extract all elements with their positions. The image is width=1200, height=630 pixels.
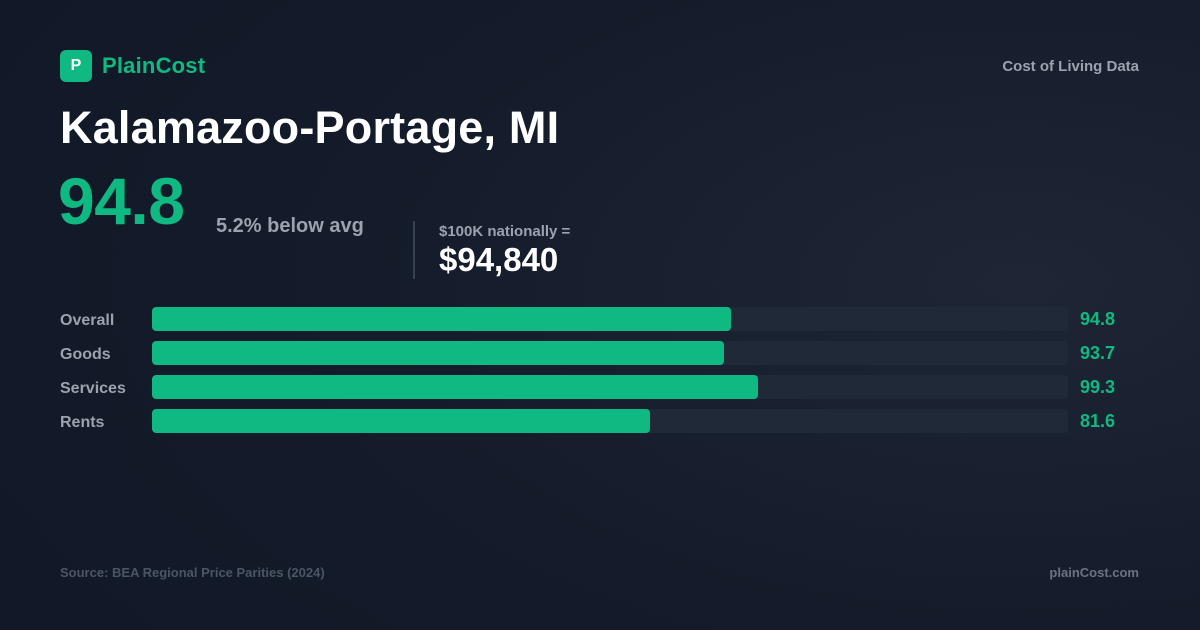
site-url: plainCost.com [1049,565,1139,580]
bar-track [152,409,1068,433]
bar-label: Rents [60,414,105,431]
bar-row: Overall 94.8 [60,307,1140,341]
equivalent-value: $94,840 [439,241,559,278]
bar-track [152,307,1068,331]
page-title: Kalamazoo-Portage, MI [60,102,560,153]
equivalent-label: $100K nationally = [439,223,571,240]
bar-row: Rents 81.6 [60,409,1140,443]
logo-mark: P [60,50,92,82]
source-note: Source: BEA Regional Price Parities (202… [60,565,325,580]
bar-row: Services 99.3 [60,375,1140,409]
bar [152,341,725,365]
bar-chart: Overall 94.8 Goods 93.7 Services 99.3 Rents 81.… [60,307,1140,443]
bar-label: Services [60,380,126,397]
bar-row: Goods 93.7 [60,341,1140,375]
bar [152,375,759,399]
bar-value-label: 94.8 [1080,309,1116,329]
bar-track [152,341,1068,365]
tagline: Cost of Living Data [1002,58,1139,75]
bar-label: Goods [60,346,111,363]
bar [152,307,731,331]
divider [413,221,415,279]
bar-value-label: 93.7 [1080,343,1116,363]
bar-value-label: 99.3 [1080,377,1116,397]
brand-name: PlainCost [102,53,206,78]
index-value: 94.8 [58,164,185,238]
bar [152,409,651,433]
bar-track [152,375,1068,399]
bar-label: Overall [60,312,115,329]
brand: P PlainCost [60,50,205,82]
bar-value-label: 81.6 [1080,411,1116,431]
delta-text: 5.2% below avg [216,215,364,237]
